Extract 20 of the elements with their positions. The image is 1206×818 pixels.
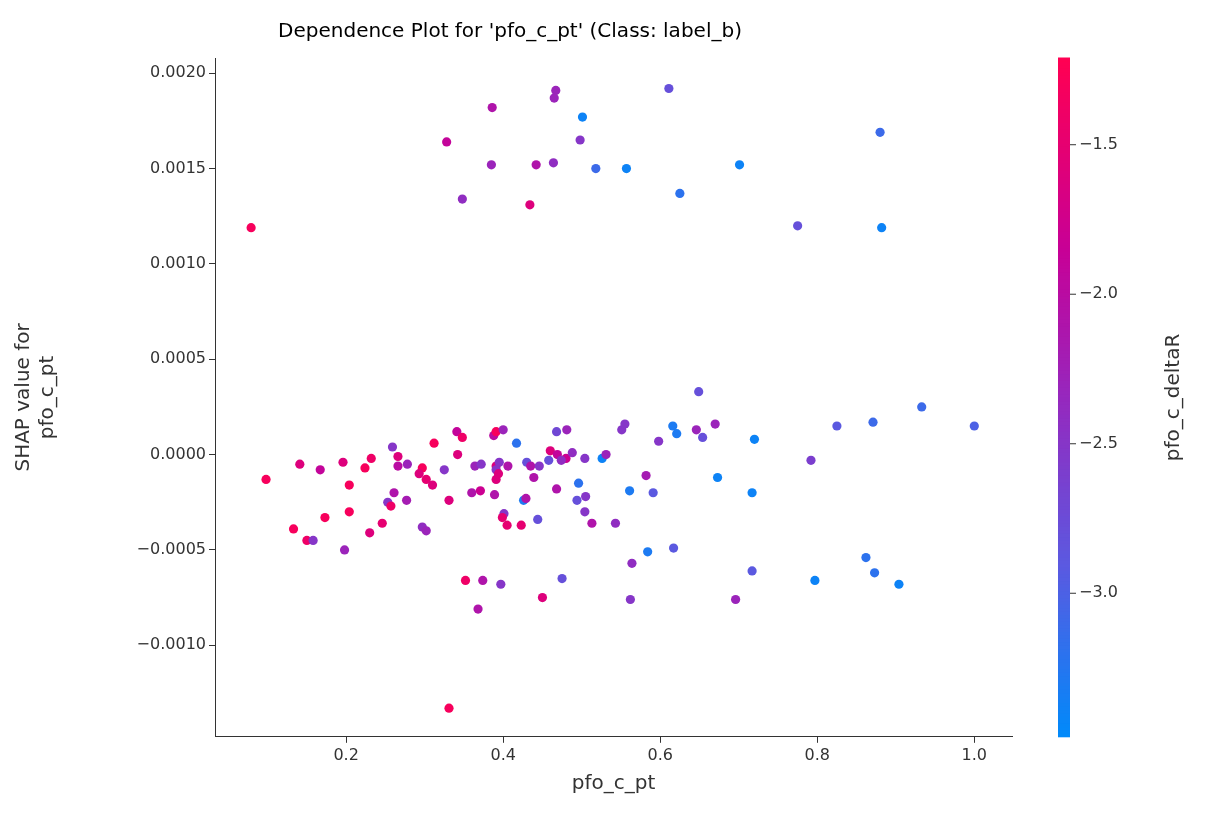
x-tick-label: 0.8 bbox=[804, 744, 830, 764]
y-tick-label: 0.0020 bbox=[150, 62, 206, 82]
y-tick-label: 0.0005 bbox=[150, 348, 206, 368]
color-bar-label: −3.0 bbox=[1079, 582, 1118, 602]
x-tick-label: 0.2 bbox=[333, 744, 359, 764]
x-tick-label: 0.6 bbox=[647, 744, 673, 764]
y-axis-title: SHAP value for pfo_c_pt bbox=[10, 322, 59, 472]
y-tick-label: −0.0010 bbox=[136, 634, 206, 654]
y-tick-label: 0.0015 bbox=[150, 157, 206, 177]
y-tick-label: 0.0000 bbox=[150, 443, 206, 463]
y-tick-label: −0.0005 bbox=[136, 539, 206, 559]
color-bar-title: pfo_c_deltaR bbox=[1160, 333, 1185, 462]
color-bar-label: −2.5 bbox=[1079, 432, 1118, 452]
x-axis-title: pfo_c_pt bbox=[571, 770, 656, 795]
chart-title: Dependence Plot for 'pfo_c_pt' (Class: label_b) bbox=[278, 18, 742, 43]
y-tick-label: 0.0010 bbox=[150, 253, 206, 273]
color-bar-label: −2.0 bbox=[1079, 283, 1118, 303]
x-tick-label: 1.0 bbox=[961, 744, 988, 764]
color-bar-label: −1.5 bbox=[1079, 133, 1118, 153]
x-tick-label: 0.4 bbox=[490, 744, 516, 764]
